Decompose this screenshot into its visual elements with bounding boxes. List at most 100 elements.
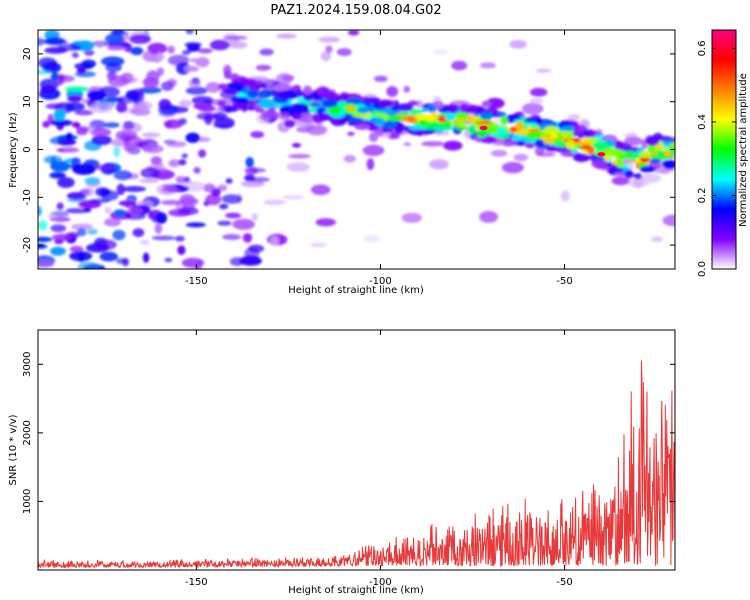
heatmap-cell — [132, 228, 145, 238]
heatmap-cell — [363, 235, 381, 243]
heatmap-cell — [282, 195, 304, 200]
y-tick-label: 1000 — [22, 489, 33, 514]
heatmap-cell — [65, 86, 89, 92]
heatmap-cell — [444, 113, 457, 122]
heatmap-cell — [399, 111, 411, 117]
heatmap-cell — [343, 154, 356, 163]
heatmap-cell — [321, 100, 338, 108]
heatmap-cell — [209, 39, 230, 51]
heatmap-cell — [82, 187, 94, 197]
colorbar-tick-label: 0.0 — [697, 261, 708, 277]
heatmap-cell — [291, 143, 302, 148]
heatmap-cell — [242, 233, 253, 243]
heatmap-cell — [142, 144, 164, 154]
heatmap-cell — [479, 211, 499, 223]
heatmap-cell — [52, 233, 73, 242]
heatmap-cell — [320, 51, 331, 62]
heatmap-cell — [184, 65, 199, 72]
heatmap-cell — [616, 158, 624, 168]
heatmap-cell — [48, 210, 69, 221]
heatmap-cell — [55, 75, 75, 83]
heatmap-cell — [645, 136, 659, 147]
heatmap-cell — [134, 102, 148, 113]
heatmap-cell — [455, 125, 469, 130]
heatmap-cell — [446, 103, 459, 114]
heatmap-cell — [650, 236, 663, 242]
heatmap-cell — [485, 97, 505, 109]
heatmap-cell — [151, 235, 176, 241]
heatmap-cell — [247, 104, 256, 111]
heatmap-cell — [156, 67, 165, 76]
heatmap-cell — [582, 129, 595, 138]
heatmap-cell — [71, 121, 81, 128]
heatmap-cell — [225, 212, 242, 219]
heatmap-cell — [72, 164, 96, 175]
heatmap-cell — [385, 115, 404, 122]
heatmap-cell — [382, 120, 397, 129]
heatmap-cell — [571, 148, 578, 154]
heatmap-cell — [195, 57, 210, 68]
heatmap-cell — [223, 64, 232, 76]
heatmap-cell — [113, 170, 132, 181]
colorbar-tick-label: 0.4 — [697, 114, 708, 130]
heatmap-cell — [373, 75, 388, 83]
heatmap-cell — [185, 30, 194, 35]
heatmap-cell — [50, 224, 67, 233]
heatmap-cell — [193, 167, 201, 174]
heatmap-cell — [421, 108, 428, 113]
heatmap-cell — [529, 98, 544, 104]
heatmap-cell — [65, 102, 85, 112]
heatmap-cell — [496, 127, 507, 136]
heatmap-cell — [545, 145, 558, 152]
heatmap-cell — [86, 124, 96, 134]
heatmap-cell — [164, 257, 173, 263]
heatmap-cell — [560, 125, 575, 132]
heatmap-cell — [639, 165, 656, 173]
heatmap-cell — [468, 127, 476, 135]
heatmap-cell — [56, 136, 67, 143]
heatmap-cell — [139, 178, 160, 183]
y-tick-label: 0 — [22, 146, 33, 152]
heatmap-cell — [42, 120, 51, 128]
heatmap-cell — [312, 113, 320, 124]
heatmap-cell — [281, 74, 295, 82]
x-tick-label: -50 — [556, 276, 572, 287]
heatmap-cell — [263, 199, 286, 206]
heatmap-cell — [397, 103, 414, 112]
heatmap-peak — [420, 116, 429, 121]
heatmap-cell — [38, 38, 46, 46]
heatmap-cell — [373, 117, 385, 127]
heatmap-cell — [668, 145, 675, 155]
heatmap-cell — [140, 239, 150, 245]
heatmap-cell — [188, 79, 201, 88]
heatmap-cell — [225, 178, 233, 184]
heatmap-cell — [403, 142, 412, 147]
heatmap-cell — [530, 87, 548, 97]
heatmap-cell — [72, 52, 79, 58]
heatmap-cell — [224, 35, 248, 41]
heatmap-cell — [247, 89, 259, 99]
heatmap-peak — [663, 152, 672, 157]
heatmap-cell — [205, 82, 221, 93]
heatmap-cell — [258, 89, 273, 99]
heatmap-cell — [420, 129, 437, 134]
x-tick-label: -100 — [369, 577, 392, 588]
heatmap-cell — [116, 258, 128, 265]
heatmap-cell — [40, 85, 57, 94]
heatmap-cell — [248, 168, 266, 173]
heatmap-cell — [38, 206, 42, 217]
heatmap-cell — [318, 36, 341, 43]
heatmap-cell — [129, 34, 151, 44]
heatmap-cell — [76, 228, 87, 237]
heatmap-cell — [659, 168, 669, 174]
heatmap-cell — [580, 140, 592, 146]
heatmap-cell — [452, 112, 470, 118]
heatmap-cell — [225, 104, 233, 114]
heatmap-cell — [198, 149, 207, 158]
heatmap-cell — [286, 162, 310, 172]
heatmap-cell — [49, 172, 66, 179]
heatmap-cell — [499, 115, 509, 125]
heatmap-cell — [587, 147, 595, 155]
heatmap-peak — [346, 106, 355, 112]
heatmap-cell — [244, 174, 255, 182]
